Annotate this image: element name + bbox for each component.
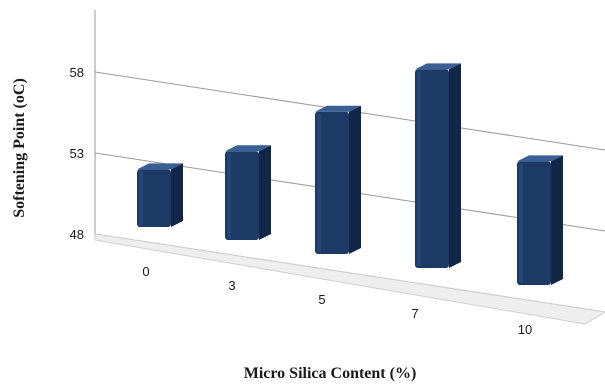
bar-0 (137, 163, 183, 227)
bar-highlight (317, 114, 321, 252)
y-axis-title: Softening Point (oC) (11, 78, 28, 218)
bar-side-face (551, 155, 563, 285)
bar-highlight (139, 171, 143, 225)
bar-7 (415, 63, 461, 268)
bar-3 (225, 145, 271, 240)
y-tick-labels: 48 53 58 (70, 65, 84, 242)
bar-side-face (259, 145, 271, 240)
x-tick-0: 0 (142, 264, 149, 279)
y-tick-48: 48 (70, 227, 84, 242)
x-axis-title: Micro Silica Content (%) (244, 365, 417, 382)
x-tick-10: 10 (518, 322, 532, 337)
x-tick-5: 5 (318, 292, 325, 307)
bar-side-face (171, 163, 183, 227)
bar-side-face (449, 63, 461, 268)
bar-highlight (417, 71, 421, 266)
bar-highlight (519, 163, 523, 283)
y-tick-53: 53 (70, 146, 84, 161)
bar-side-face (349, 106, 361, 254)
x-tick-7: 7 (411, 306, 418, 321)
y-tick-58: 58 (70, 65, 84, 80)
bar-10 (517, 155, 563, 285)
bar-5 (315, 106, 361, 254)
x-tick-3: 3 (228, 278, 235, 293)
bar-highlight (227, 153, 231, 238)
